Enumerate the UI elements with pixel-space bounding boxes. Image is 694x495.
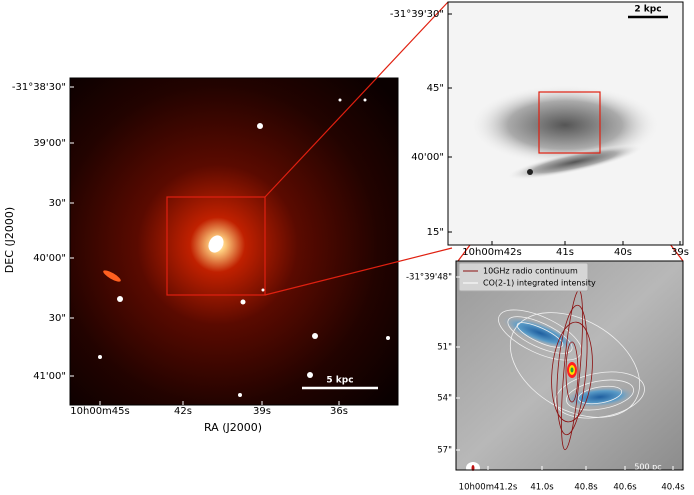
y-tick-label: 41'00" <box>33 371 66 382</box>
x-tick-label: 10h00m41.2s <box>459 483 518 493</box>
radio-core <box>570 367 574 373</box>
co-blob <box>502 316 578 350</box>
connector <box>264 247 453 296</box>
stars <box>98 98 390 397</box>
y-tick-label: 57" <box>437 446 452 456</box>
scale-bar-label: 2 kpc <box>634 5 661 15</box>
x-tick-label: 40.6s <box>613 483 637 493</box>
frame <box>69 77 399 406</box>
y-tick-label: 54" <box>437 394 452 404</box>
scale-bar-label: 500 pc <box>634 463 661 472</box>
galaxy-emission <box>470 85 660 165</box>
x-tick-label: 10h00m42s <box>462 247 521 258</box>
y-tick-label: 30" <box>49 313 66 324</box>
y-tick-label: -31°39'48" <box>406 273 452 283</box>
top-right-panel: 2 kpc <box>447 1 684 246</box>
x-axis-label: RA (J2000) <box>204 421 262 434</box>
co-contours <box>498 309 645 419</box>
x-tick-label: 41s <box>556 247 574 258</box>
y-tick-label: 39'00" <box>33 138 66 149</box>
galaxy-core <box>208 235 224 253</box>
connector <box>264 1 449 198</box>
zoom-box <box>166 196 266 296</box>
y-tick-label: -31°38'30" <box>12 82 66 93</box>
y-tick-label: 40'00" <box>411 152 444 163</box>
frame <box>455 260 684 471</box>
dust-lane <box>506 144 644 180</box>
legend-label: CO(2-1) integrated intensity <box>483 279 596 288</box>
star <box>527 169 533 175</box>
y-tick-label: 30" <box>49 198 66 209</box>
bottom-right-panel: 500 pc 10GHz radio continuum CO(2-1) int… <box>455 260 684 477</box>
x-tick-label: 10h00m45s <box>70 406 129 417</box>
y-tick-label: -31°39'30" <box>390 9 444 20</box>
y-axis-label: DEC (J2000) <box>3 207 16 273</box>
companion <box>103 270 121 282</box>
x-tick-label: 42s <box>174 406 192 417</box>
scale-bar-label: 5 kpc <box>326 376 353 386</box>
legend-label: 10GHz radio continuum <box>483 267 578 276</box>
zoom-box <box>538 91 601 154</box>
x-tick-label: 41.0s <box>530 483 554 493</box>
x-tick-label: 40s <box>614 247 632 258</box>
x-tick-label: 39s <box>253 406 271 417</box>
x-tick-label: 40.4s <box>661 483 685 493</box>
x-tick-label: 40.8s <box>574 483 598 493</box>
y-tick-label: 45" <box>427 83 444 94</box>
optical-image <box>70 78 398 405</box>
y-tick-label: 51" <box>437 343 452 353</box>
y-tick-label: 40'00" <box>33 253 66 264</box>
left-panel: 5 kpc RA (J2000) DEC (J2000) <box>3 77 399 434</box>
x-tick-label: 36s <box>330 406 348 417</box>
y-tick-label: 15" <box>427 227 444 238</box>
x-tick-label: 39s <box>671 247 689 258</box>
